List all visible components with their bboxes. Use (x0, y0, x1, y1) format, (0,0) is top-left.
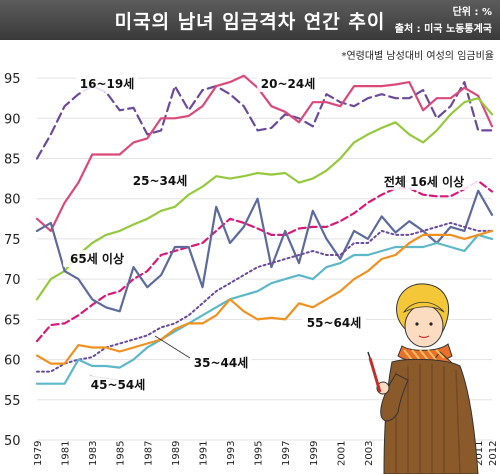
series-label-bg (190, 354, 252, 371)
y-tick-label: 60 (4, 354, 21, 369)
y-tick-label: 75 (4, 233, 21, 248)
figure-arm (380, 373, 409, 422)
source-label: 출처 : 미국 노동통계국 (394, 24, 492, 35)
x-tick-label: 1983 (88, 441, 99, 466)
series-label-7: 55~64세 (302, 314, 366, 331)
chart-header: 미국의 남녀 임금격차 연간 추이 단위 : % 출처 : 미국 노동통계국 (0, 0, 500, 40)
y-tick-label: 55 (4, 394, 21, 409)
x-tick-label: 1995 (254, 441, 265, 466)
y-tick-label: 65 (4, 313, 21, 328)
series-label-text: 55~64세 (307, 315, 362, 330)
x-tick-label: 1999 (309, 441, 320, 466)
series-label-bg (63, 250, 131, 267)
x-tick-label: 2003 (364, 441, 375, 466)
series-label-text: 45~54세 (91, 377, 146, 392)
series-label-4: 65세 이상 (63, 250, 131, 267)
x-tick-label: 1981 (61, 441, 72, 466)
x-tick-label: 1989 (171, 441, 182, 466)
series-line-5 (36, 221, 493, 373)
series-line-1 (35, 74, 494, 232)
x-tick-label: 1985 (116, 441, 127, 466)
series-label-text: 전체 16세 이상 (384, 174, 464, 189)
chart-title: 미국의 남녀 임금격차 연간 추이 (114, 11, 386, 33)
x-tick-label: 1993 (226, 441, 237, 466)
series-label-5: 35~44세 (154, 335, 252, 371)
series-labels: 16~19세 20~24세 25~34세 전체 16세 이상 65세 이상 35~44세 4… (63, 75, 478, 393)
y-tick-label: 90 (4, 112, 21, 127)
x-tick-label: 1991 (198, 441, 209, 466)
y-tick-label: 80 (4, 193, 21, 208)
series-label-1: 20~24세 (257, 75, 319, 92)
series-line-7 (35, 229, 494, 365)
y-tick-label: 50 (4, 434, 21, 449)
x-tick-label: 2011 (474, 441, 485, 466)
unit-label: 단위 : % (452, 7, 492, 18)
series-line-0 (35, 80, 494, 160)
series-label-text: 25~34세 (133, 173, 188, 188)
y-tick-label: 70 (4, 273, 21, 288)
series-label-text: 20~24세 (261, 76, 316, 91)
series-label-3: 전체 16세 이상 (370, 173, 478, 190)
series-line-6 (35, 233, 494, 385)
series-label-2: 25~34세 (127, 172, 193, 189)
illustration-figure (367, 283, 479, 474)
series-label-bg (76, 75, 138, 92)
chart-note: *연령대별 남성대비 여성의 임금비율 (341, 51, 494, 62)
x-tick-label: 2012 (488, 441, 499, 466)
series-label-bg (127, 172, 193, 189)
y-tick-label: 95 (4, 72, 21, 87)
x-tick-label: 1997 (281, 441, 292, 466)
series-label-text: 16~19세 (80, 76, 135, 91)
y-tick-label: 85 (4, 153, 21, 168)
series-label-bg (302, 314, 366, 331)
x-tick-label: 1987 (143, 441, 154, 466)
figure-face (404, 304, 444, 348)
series-line-4 (35, 189, 494, 313)
series-label-bg (370, 173, 478, 190)
series-label-bg (257, 75, 319, 92)
series-label-text: 35~44세 (194, 355, 249, 370)
series-label-0: 16~19세 (76, 75, 138, 92)
series-label-text: 65세 이상 (70, 251, 124, 266)
x-tick-label: 2001 (336, 441, 347, 466)
x-tick-label: 1979 (33, 441, 44, 466)
series-label-leader (154, 335, 191, 359)
series-lines (35, 74, 494, 385)
pen-icon (368, 357, 382, 393)
series-label-bg (87, 376, 149, 393)
series-line-2 (35, 97, 494, 301)
series-label-6: 45~54세 (87, 375, 149, 393)
